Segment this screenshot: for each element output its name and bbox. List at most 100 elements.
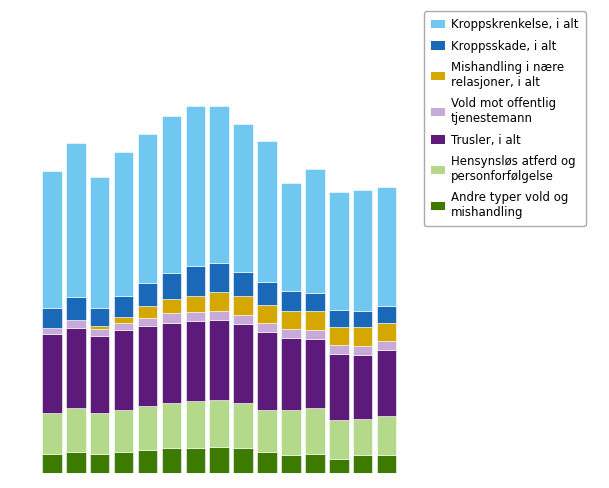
Bar — [209, 106, 229, 263]
Bar — [186, 266, 205, 296]
Bar — [161, 116, 181, 273]
Bar — [329, 192, 348, 310]
Bar — [233, 296, 253, 315]
Bar — [257, 410, 277, 452]
Bar — [305, 293, 325, 311]
Bar — [281, 311, 301, 329]
Legend: Kroppskrenkelse, i alt, Kroppsskade, i alt, Mishandling i nære
relasjoner, i alt: Kroppskrenkelse, i alt, Kroppsskade, i a… — [424, 11, 586, 226]
Bar — [329, 459, 348, 473]
Bar — [114, 323, 133, 330]
Bar — [209, 400, 229, 447]
Bar — [90, 454, 110, 473]
Bar — [90, 177, 110, 307]
Bar — [233, 315, 253, 324]
Bar — [138, 134, 157, 284]
Bar — [257, 323, 277, 332]
Bar — [233, 271, 253, 296]
Bar — [161, 448, 181, 473]
Bar — [66, 320, 86, 328]
Bar — [114, 452, 133, 473]
Bar — [209, 447, 229, 473]
Bar — [90, 336, 110, 413]
Bar — [257, 282, 277, 305]
Bar — [233, 448, 253, 473]
Bar — [305, 169, 325, 293]
Bar — [353, 311, 373, 327]
Bar — [257, 141, 277, 282]
Bar — [186, 321, 205, 401]
Bar — [353, 419, 373, 455]
Bar — [257, 332, 277, 410]
Bar — [281, 455, 301, 473]
Bar — [186, 106, 205, 266]
Bar — [233, 324, 253, 403]
Bar — [281, 329, 301, 338]
Bar — [66, 143, 86, 297]
Bar — [281, 291, 301, 311]
Bar — [329, 326, 348, 345]
Bar — [138, 318, 157, 326]
Bar — [42, 308, 62, 328]
Bar — [209, 311, 229, 320]
Bar — [186, 401, 205, 448]
Bar — [329, 420, 348, 459]
Bar — [138, 326, 157, 406]
Bar — [90, 326, 110, 329]
Bar — [66, 408, 86, 452]
Bar — [66, 452, 86, 473]
Bar — [377, 187, 396, 306]
Bar — [377, 350, 396, 416]
Bar — [329, 345, 348, 354]
Bar — [233, 403, 253, 448]
Bar — [353, 327, 373, 346]
Bar — [114, 317, 133, 323]
Bar — [66, 328, 86, 408]
Bar — [186, 296, 205, 312]
Bar — [114, 410, 133, 452]
Bar — [42, 413, 62, 454]
Bar — [161, 313, 181, 323]
Bar — [209, 292, 229, 311]
Bar — [161, 273, 181, 299]
Bar — [257, 452, 277, 473]
Bar — [281, 183, 301, 291]
Bar — [138, 406, 157, 450]
Bar — [90, 413, 110, 454]
Bar — [281, 410, 301, 455]
Bar — [257, 305, 277, 323]
Bar — [66, 297, 86, 320]
Bar — [114, 152, 133, 296]
Bar — [353, 355, 373, 419]
Bar — [305, 408, 325, 454]
Bar — [377, 306, 396, 323]
Bar — [161, 403, 181, 448]
Bar — [114, 296, 133, 317]
Bar — [329, 354, 348, 420]
Bar — [377, 341, 396, 350]
Bar — [377, 416, 396, 455]
Bar — [42, 454, 62, 473]
Bar — [305, 339, 325, 408]
Bar — [90, 307, 110, 326]
Bar — [353, 455, 373, 473]
Bar — [305, 454, 325, 473]
Bar — [138, 450, 157, 473]
Bar — [90, 329, 110, 336]
Bar — [161, 299, 181, 313]
Bar — [305, 311, 325, 330]
Bar — [329, 310, 348, 326]
Bar — [42, 334, 62, 413]
Bar — [114, 330, 133, 410]
Bar — [186, 448, 205, 473]
Bar — [209, 263, 229, 292]
Bar — [138, 306, 157, 318]
Bar — [305, 330, 325, 339]
Bar — [353, 190, 373, 311]
Bar — [209, 320, 229, 400]
Bar — [186, 312, 205, 321]
Bar — [42, 328, 62, 334]
Bar — [377, 323, 396, 341]
Bar — [42, 171, 62, 308]
Bar — [138, 284, 157, 306]
Bar — [353, 346, 373, 355]
